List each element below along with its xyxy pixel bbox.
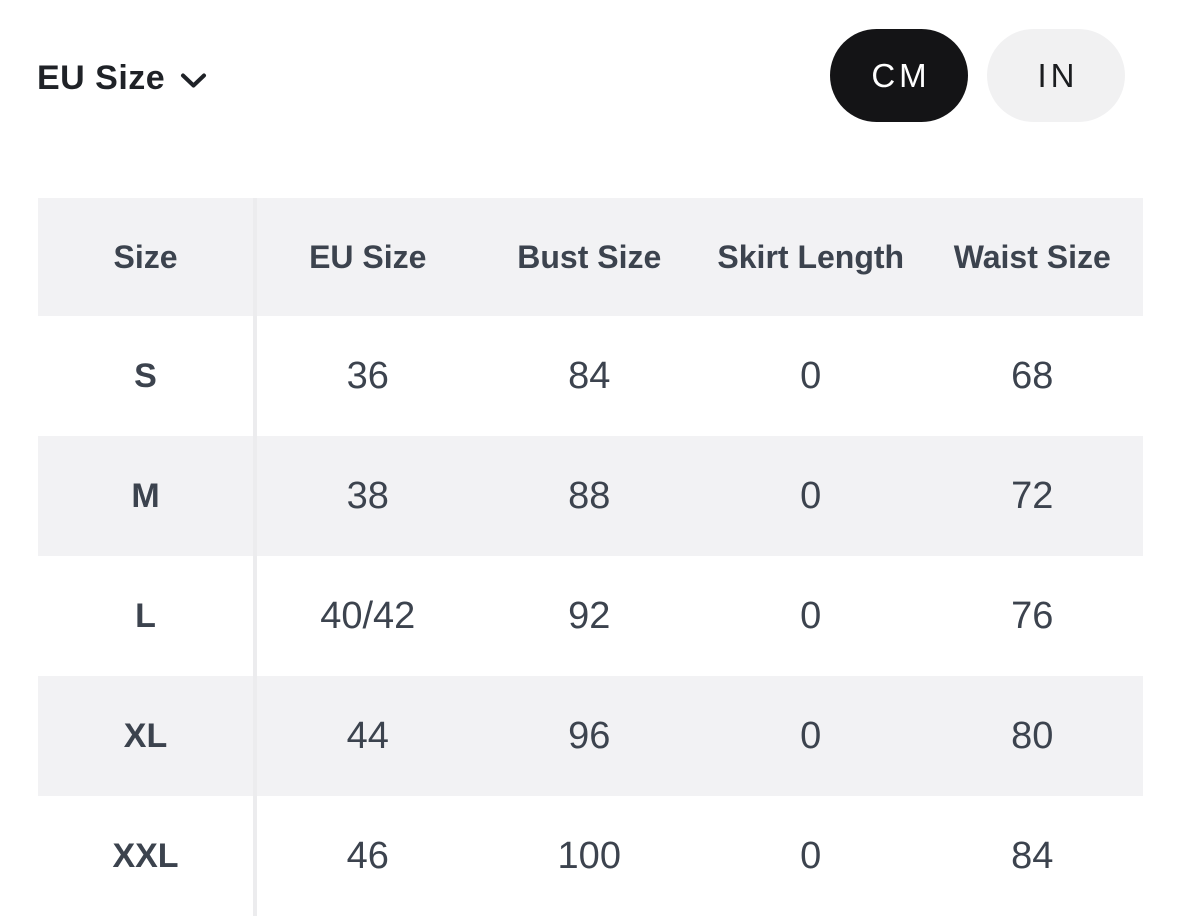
eu-size-value: 40/42 [320, 594, 416, 637]
size-standard-label: EU Size [37, 58, 166, 97]
table-row-s: S 36 84 0 68 [38, 316, 1143, 436]
chevron-down-icon [181, 73, 207, 87]
eu-size-value: 44 [346, 714, 389, 757]
column-header-bust-size: Bust Size [517, 238, 662, 275]
eu-size-value: 36 [346, 354, 389, 397]
size-label: L [135, 596, 156, 635]
bust-size-value: 88 [568, 474, 611, 517]
column-header-size: Size [113, 238, 178, 275]
waist-size-value: 76 [1011, 594, 1054, 637]
unit-toggle-cm-button[interactable]: CM [830, 29, 968, 122]
table-row-xxl: XXL 46 100 0 84 [38, 796, 1143, 916]
column-divider [253, 436, 257, 556]
column-divider [253, 556, 257, 676]
unit-toggle-cm-label: CM [871, 56, 931, 94]
bust-size-value: 96 [568, 714, 611, 757]
waist-size-value: 68 [1011, 354, 1054, 397]
skirt-length-value: 0 [800, 354, 822, 397]
column-divider [253, 796, 257, 916]
table-header-row: Size EU Size Bust Size Skirt Length Wais… [38, 198, 1143, 316]
column-header-eu-size: EU Size [309, 238, 427, 275]
skirt-length-value: 0 [800, 714, 822, 757]
eu-size-value: 38 [346, 474, 389, 517]
column-header-waist-size: Waist Size [953, 238, 1111, 275]
bust-size-value: 84 [568, 354, 611, 397]
table-row-l: L 40/42 92 0 76 [38, 556, 1143, 676]
column-divider [253, 198, 257, 316]
size-label: XXL [112, 836, 179, 875]
size-chart-table: Size EU Size Bust Size Skirt Length Wais… [38, 198, 1143, 916]
skirt-length-value: 0 [800, 474, 822, 517]
waist-size-value: 72 [1011, 474, 1054, 517]
table-row-xl: XL 44 96 0 80 [38, 676, 1143, 796]
eu-size-value: 46 [346, 834, 389, 877]
bust-size-value: 100 [557, 834, 621, 877]
size-label: XL [123, 716, 168, 755]
bust-size-value: 92 [568, 594, 611, 637]
unit-toggle-in-button[interactable]: IN [987, 29, 1125, 122]
size-label: S [134, 356, 157, 395]
column-divider [253, 316, 257, 436]
size-label: M [131, 476, 160, 515]
waist-size-value: 84 [1011, 834, 1054, 877]
column-header-skirt-length: Skirt Length [717, 238, 905, 275]
column-divider [253, 676, 257, 796]
unit-toggle-in-label: IN [1037, 56, 1079, 94]
table-row-m: M 38 88 0 72 [38, 436, 1143, 556]
skirt-length-value: 0 [800, 834, 822, 877]
size-standard-dropdown[interactable]: EU Size [37, 54, 207, 102]
waist-size-value: 80 [1011, 714, 1054, 757]
skirt-length-value: 0 [800, 594, 822, 637]
